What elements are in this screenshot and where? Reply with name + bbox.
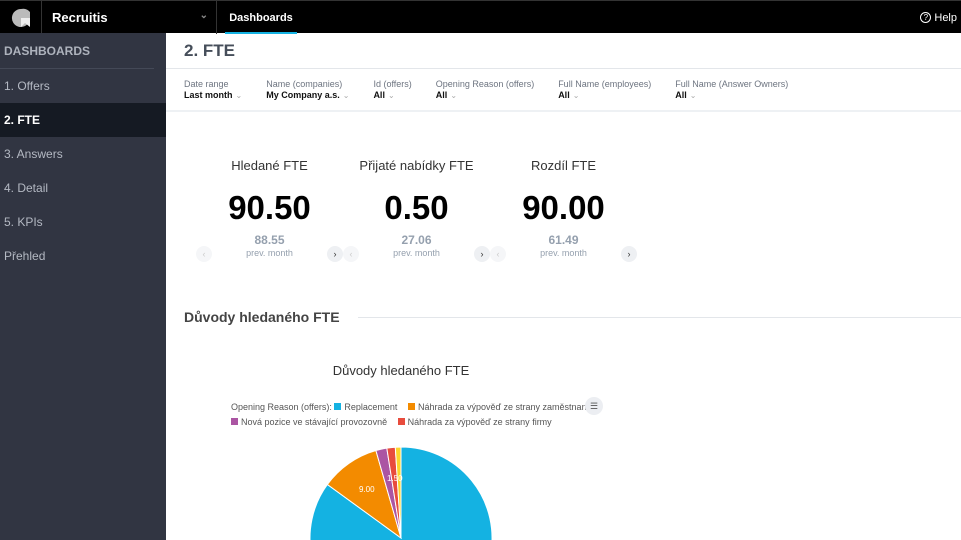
logo[interactable] bbox=[0, 1, 42, 34]
filter-answer-owner-name[interactable]: Full Name (Answer Owners) All ⌄ bbox=[675, 79, 788, 110]
filter-value: All bbox=[675, 90, 687, 100]
sidebar: DASHBOARDS 1. Offers 2. FTE 3. Answers 4… bbox=[0, 33, 166, 540]
kpi-rozdil-fte: Rozdíl FTE 90.00 61.49 prev. month ‹ › bbox=[490, 158, 637, 262]
kpi-title: Rozdíl FTE bbox=[530, 158, 596, 173]
chevron-left-icon[interactable]: ‹ bbox=[490, 246, 506, 262]
legend-item-replacement[interactable]: Replacement bbox=[334, 402, 397, 412]
filter-value: My Company a.s. bbox=[266, 90, 340, 100]
filter-opening-reason[interactable]: Opening Reason (offers) All ⌄ bbox=[436, 79, 534, 110]
chevron-down-icon: ⌄ bbox=[387, 91, 395, 100]
kpi-prev-value: 88.55 bbox=[254, 233, 285, 247]
filter-label: Name (companies) bbox=[266, 79, 343, 89]
kpi-title: Hledané FTE bbox=[231, 158, 308, 173]
filter-label: Full Name (Answer Owners) bbox=[675, 79, 789, 89]
kpi-hledane-fte: Hledané FTE 90.50 88.55 prev. month ‹ › bbox=[196, 158, 343, 262]
section-header: Důvody hledaného FTE bbox=[184, 309, 961, 325]
chevron-down-icon: ⌄ bbox=[342, 91, 350, 100]
sidebar-item-kpis[interactable]: 5. KPIs bbox=[4, 215, 43, 229]
kpi-prev-label: prev. month bbox=[246, 248, 293, 258]
tab-dashboards-label: Dashboards bbox=[229, 11, 293, 24]
chevron-left-icon[interactable]: ‹ bbox=[343, 246, 359, 262]
sidebar-item-offers[interactable]: 1. Offers bbox=[4, 79, 50, 93]
filter-employee-name[interactable]: Full Name (employees) All ⌄ bbox=[558, 79, 651, 110]
filter-label: Opening Reason (offers) bbox=[435, 79, 535, 89]
legend-swatch bbox=[407, 403, 415, 410]
chart-legend: Opening Reason (offers): Replacement Náh… bbox=[231, 400, 604, 430]
slice-label: 9.00 bbox=[359, 485, 375, 494]
legend-swatch bbox=[397, 418, 405, 425]
chevron-right-icon[interactable]: › bbox=[327, 246, 343, 262]
help-icon: ? bbox=[920, 12, 932, 23]
chevron-down-icon: ⌄ bbox=[450, 91, 458, 100]
tab-dashboards[interactable]: Dashboards bbox=[225, 1, 297, 34]
legend-item-nahrada-firmy[interactable]: Náhrada za výpověď ze strany firmy bbox=[397, 417, 552, 427]
filter-bar: Date range Last month ⌄ Name (companies) … bbox=[166, 69, 961, 112]
legend-label: Replacement bbox=[344, 402, 398, 412]
filter-value: Last month bbox=[184, 90, 233, 100]
help-label: Help bbox=[934, 11, 957, 24]
sidebar-title: DASHBOARDS bbox=[0, 33, 154, 69]
pie-slice-other[interactable] bbox=[394, 446, 402, 539]
filter-value: All bbox=[435, 90, 448, 100]
filter-label: Full Name (employees) bbox=[558, 79, 652, 89]
kpi-value: 90.50 bbox=[228, 189, 311, 226]
legend-list-button[interactable]: ☰ bbox=[585, 397, 603, 415]
section-divider bbox=[357, 316, 961, 318]
filter-value: All bbox=[373, 90, 385, 100]
filter-date-range[interactable]: Date range Last month ⌄ bbox=[184, 79, 242, 110]
page-title: 2. FTE bbox=[166, 33, 961, 69]
kpi-prev-value: 27.06 bbox=[401, 233, 432, 247]
sidebar-item-answers[interactable]: 3. Answers bbox=[4, 147, 63, 161]
legend-swatch bbox=[231, 418, 238, 425]
chevron-right-icon[interactable]: › bbox=[621, 246, 637, 262]
sidebar-item-detail[interactable]: 4. Detail bbox=[4, 181, 49, 195]
top-bar: Recruitis ⌄ Dashboards ? Help bbox=[0, 0, 961, 34]
filter-label: Date range bbox=[184, 79, 229, 89]
kpi-value: 90.00 bbox=[522, 189, 605, 226]
section-title: Důvody hledaného FTE bbox=[184, 309, 340, 325]
chevron-down-icon: ⌄ bbox=[572, 91, 580, 100]
kpi-row: Hledané FTE 90.50 88.55 prev. month ‹ › … bbox=[196, 158, 637, 262]
sidebar-item-fte[interactable]: 2. FTE bbox=[0, 103, 166, 137]
main-content: 2. FTE Date range Last month ⌄ Name (comp… bbox=[166, 33, 961, 540]
logo-icon bbox=[11, 8, 30, 27]
kpi-prev-label: prev. month bbox=[393, 248, 440, 258]
sidebar-item-prehled[interactable]: Přehled bbox=[4, 249, 46, 263]
legend-item-nova-pozice[interactable]: Nová pozice ve stávající provozovně bbox=[231, 417, 387, 427]
app-name: Recruitis bbox=[52, 10, 108, 25]
legend-label: Náhrada za výpověď ze strany zaměstnance bbox=[417, 402, 597, 412]
filter-value: All bbox=[558, 90, 570, 100]
workspace-switcher[interactable]: Recruitis ⌄ bbox=[42, 1, 217, 34]
chevron-left-icon[interactable]: ‹ bbox=[196, 246, 212, 262]
kpi-value: 0.50 bbox=[384, 189, 449, 226]
filter-offer-id[interactable]: Id (offers) All ⌄ bbox=[373, 79, 411, 110]
legend-label: Nová pozice ve stávající provozovně bbox=[241, 417, 388, 427]
kpi-prev-value: 61.49 bbox=[548, 233, 579, 247]
chart-title: Důvody hledaného FTE bbox=[332, 363, 470, 378]
legend-title: Opening Reason (offers): bbox=[231, 402, 332, 412]
legend-swatch bbox=[334, 403, 342, 410]
chevron-down-icon: ⌄ bbox=[199, 10, 208, 21]
filter-label: Id (offers) bbox=[373, 79, 412, 89]
list-icon: ☰ bbox=[589, 400, 599, 411]
kpi-prev-label: prev. month bbox=[540, 248, 587, 258]
legend-label: Náhrada za výpověď ze strany firmy bbox=[407, 417, 552, 427]
help-button[interactable]: ? Help bbox=[920, 1, 957, 34]
filter-company-name[interactable]: Name (companies) My Company a.s. ⌄ bbox=[266, 79, 349, 110]
legend-item-nahrada-zamestnance[interactable]: Náhrada za výpověď ze strany zaměstnance bbox=[407, 402, 597, 412]
pie-chart: 9.00 1.50 bbox=[309, 446, 493, 540]
kpi-prijate-nabidky-fte: Přijaté nabídky FTE 0.50 27.06 prev. mon… bbox=[343, 158, 490, 262]
chevron-down-icon: ⌄ bbox=[689, 91, 697, 100]
slice-label: 1.50 bbox=[387, 474, 403, 483]
kpi-title: Přijaté nabídky FTE bbox=[359, 158, 474, 173]
chevron-down-icon: ⌄ bbox=[235, 91, 243, 100]
chevron-right-icon[interactable]: › bbox=[474, 246, 490, 262]
